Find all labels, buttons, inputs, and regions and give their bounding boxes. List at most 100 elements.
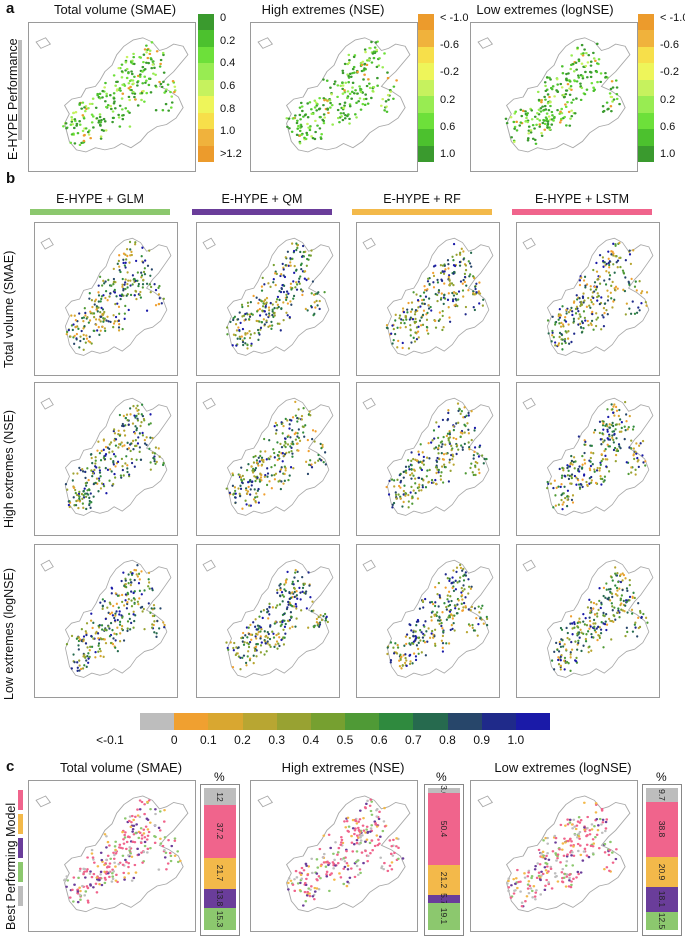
legend-label: -0.2	[440, 66, 459, 79]
station-dot	[118, 413, 122, 417]
station-dot	[235, 646, 238, 649]
station-dot	[94, 106, 98, 109]
station-dot	[441, 328, 444, 332]
station-dot	[95, 117, 99, 120]
station-dot	[354, 819, 357, 822]
station-dot	[507, 889, 510, 893]
station-dot	[617, 607, 620, 610]
station-dot	[602, 614, 605, 617]
station-dot	[114, 315, 118, 319]
station-dot	[611, 579, 614, 582]
station-dot	[416, 618, 420, 622]
station-dot	[98, 451, 102, 455]
station-dot	[547, 482, 550, 486]
station-dot	[258, 480, 262, 483]
station-dot	[385, 110, 389, 113]
station-dot	[564, 320, 568, 323]
station-dot	[604, 596, 607, 599]
iceland-outline	[477, 37, 494, 49]
station-dot	[102, 294, 105, 297]
station-dot	[421, 298, 424, 302]
station-dot	[136, 600, 139, 603]
station-dot	[89, 619, 93, 622]
station-dot	[473, 446, 477, 449]
station-dot	[98, 92, 102, 95]
station-dot	[397, 846, 400, 850]
station-dot	[90, 848, 94, 852]
station-dot	[404, 316, 407, 319]
station-dot	[120, 63, 124, 66]
station-dot	[160, 85, 164, 89]
station-dot	[561, 868, 565, 871]
station-dot	[171, 79, 175, 83]
station-dot	[565, 626, 568, 630]
station-dot	[280, 421, 283, 424]
station-dot	[239, 337, 242, 341]
station-dot	[267, 457, 270, 460]
station-dot	[102, 456, 105, 460]
colorbar-cell	[379, 713, 414, 730]
station-dot	[123, 429, 126, 432]
station-dot	[451, 255, 454, 258]
station-dot	[592, 89, 596, 93]
station-dot	[578, 830, 582, 834]
station-dot	[360, 851, 364, 854]
station-dot	[157, 447, 160, 450]
station-dot	[378, 810, 381, 814]
station-dot	[74, 318, 77, 322]
station-dot	[579, 621, 582, 624]
station-dot	[614, 618, 617, 621]
station-dot	[112, 314, 115, 317]
station-dot	[143, 75, 147, 78]
station-dot	[141, 414, 145, 418]
station-dot	[332, 852, 335, 855]
station-dot	[85, 633, 88, 637]
station-dot	[477, 455, 481, 458]
station-dot	[454, 292, 458, 295]
station-dot	[159, 58, 163, 62]
station-dot	[559, 659, 562, 662]
station-dot	[442, 630, 445, 633]
station-dot	[632, 447, 635, 450]
station-dot	[514, 877, 518, 880]
station-dot	[119, 270, 122, 274]
station-dot	[601, 458, 605, 461]
station-dot	[168, 851, 172, 855]
station-dot	[574, 640, 577, 643]
station-dot	[295, 876, 299, 879]
station-dot	[107, 320, 110, 323]
station-dot	[316, 103, 319, 106]
station-dot	[113, 861, 116, 864]
station-dot	[279, 329, 282, 332]
station-dot	[317, 108, 321, 111]
station-dot	[634, 450, 637, 454]
station-dot	[121, 600, 124, 604]
station-dot	[462, 416, 465, 419]
station-dot	[91, 102, 94, 106]
station-dot	[590, 828, 594, 831]
station-dot	[70, 634, 74, 638]
station-dot	[124, 416, 127, 420]
station-dot	[254, 645, 258, 649]
station-dot	[119, 89, 122, 92]
station-dot	[614, 255, 617, 258]
station-dot	[560, 482, 563, 486]
station-dot	[134, 871, 138, 874]
station-dot	[251, 313, 254, 316]
station-dot	[597, 625, 600, 629]
station-dot	[138, 293, 141, 297]
station-dot	[275, 640, 279, 643]
station-dot	[570, 482, 573, 485]
station-dot	[586, 606, 590, 609]
station-dot	[158, 810, 162, 813]
station-dot	[288, 618, 292, 622]
station-dot	[602, 622, 605, 625]
station-dot	[79, 867, 82, 871]
station-dot	[382, 820, 386, 823]
station-dot	[624, 604, 627, 607]
station-dot	[527, 132, 531, 135]
map-svg	[477, 795, 631, 913]
station-dot	[83, 867, 87, 871]
station-dot	[340, 115, 343, 118]
station-dot	[126, 110, 130, 113]
